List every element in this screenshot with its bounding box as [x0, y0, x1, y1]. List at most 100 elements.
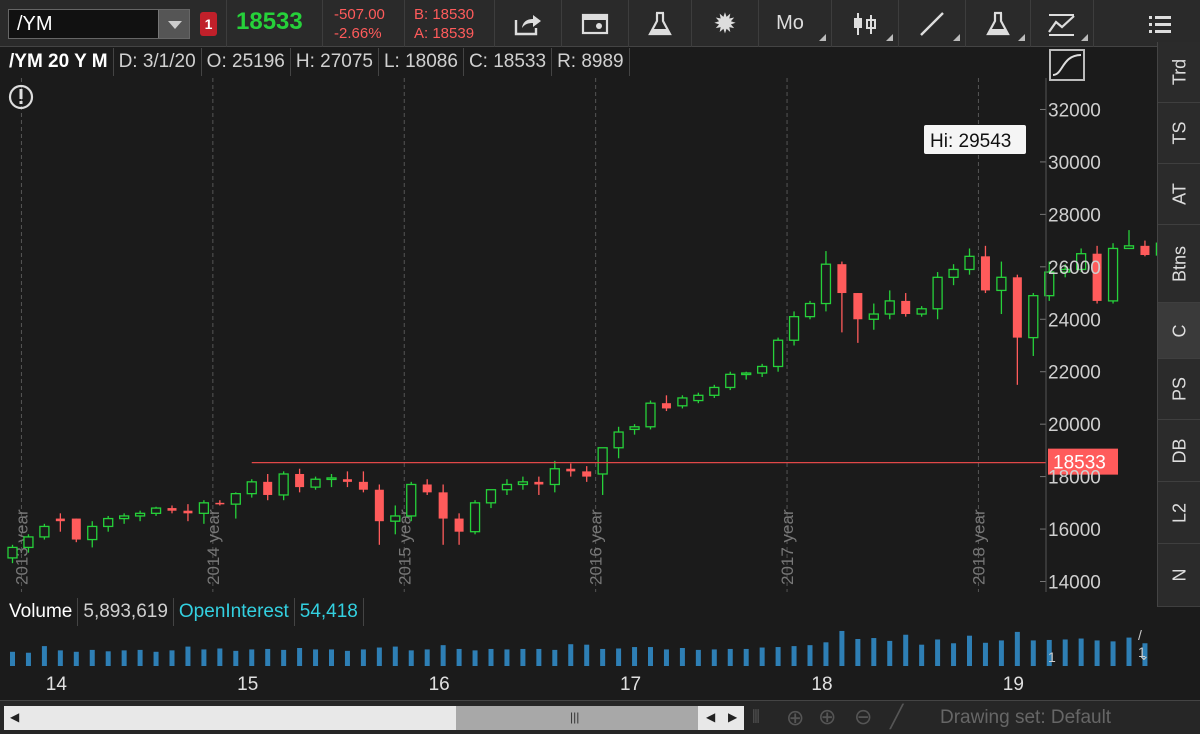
y-tick-label: 22000 — [1048, 363, 1101, 384]
flask-button[interactable] — [629, 0, 691, 47]
chart-pan-icon[interactable]: ⦀ — [752, 707, 760, 727]
tab-l2[interactable]: L2 — [1158, 482, 1200, 544]
zoom-in-icon[interactable]: ⊕ — [818, 704, 837, 729]
patterns-button[interactable] — [1031, 0, 1093, 47]
volume-bar — [344, 650, 350, 666]
y-tick-label: 32000 — [1048, 100, 1101, 121]
alert-info-icon[interactable] — [8, 84, 34, 110]
candle-body — [517, 481, 529, 486]
ask-price: A: 18539 — [414, 25, 475, 42]
scroll-thumb[interactable]: ||| — [456, 706, 698, 730]
drawing-set-label[interactable]: Drawing set: Default — [940, 707, 1112, 728]
period-selector[interactable]: Mo — [759, 0, 831, 47]
volume-bar — [233, 650, 239, 666]
candle-body — [582, 471, 592, 477]
candle-body — [390, 515, 401, 522]
collapse-chevron-icon[interactable]: ⌄ — [1138, 647, 1150, 663]
candle-body — [485, 489, 497, 504]
menu-button[interactable] — [1130, 0, 1190, 47]
candle-body — [438, 492, 448, 519]
y-tick-label: 28000 — [1048, 205, 1101, 226]
price-chart[interactable]: 2013 year 2014 year 2015 year 2016 year 2017… — [0, 0, 1157, 700]
share-button[interactable] — [495, 0, 561, 47]
tab-label: AT — [1169, 183, 1189, 205]
toolbar-divider — [628, 0, 629, 47]
candle-body — [645, 402, 656, 428]
zoom-out-icon[interactable]: ⊖ — [854, 704, 873, 729]
candle-body — [87, 525, 98, 541]
candle-body — [901, 300, 911, 315]
flag-button[interactable] — [562, 0, 628, 47]
volume-bar — [504, 649, 510, 666]
candle-body — [725, 373, 736, 389]
toolbar-divider — [691, 0, 692, 47]
drawing-button[interactable] — [899, 0, 965, 47]
volume-bar — [105, 651, 111, 666]
studies-button[interactable] — [966, 0, 1030, 47]
volume-bar — [935, 639, 941, 666]
study-toggle-icon[interactable] — [1049, 49, 1085, 81]
horizontal-scrollbar[interactable]: ◀ ||| ◀ ▶ — [4, 706, 744, 730]
alert-badge[interactable]: 1 — [200, 12, 217, 36]
toolbar-divider — [758, 0, 759, 47]
candle-body — [948, 268, 959, 278]
tab-label: TS — [1169, 121, 1189, 145]
pct-change: -2.66% — [334, 25, 382, 42]
year-marker-label: 2016 year — [587, 509, 606, 585]
tab-trd[interactable]: Trd — [1158, 42, 1200, 103]
volume-label[interactable]: Volume — [4, 598, 79, 626]
volume-bar — [281, 649, 287, 666]
volume-bar — [727, 648, 733, 666]
candle-body — [326, 477, 337, 481]
crosshair-icon[interactable]: ⊕ — [786, 705, 805, 730]
toolbar-divider — [226, 0, 227, 47]
volume-bar — [887, 640, 893, 666]
year-marker-label: 2017 year — [778, 509, 797, 585]
symbol-dropdown-button[interactable] — [158, 10, 189, 38]
candle-body — [469, 502, 481, 533]
volume-bar — [121, 650, 127, 666]
grid — [20, 78, 979, 666]
scroll-prev-icon[interactable]: ◀ — [706, 710, 716, 724]
candle-body — [278, 473, 289, 496]
drawing-line-icon — [920, 11, 944, 36]
corner-arrow-icon — [1081, 34, 1088, 41]
volume-bar — [823, 642, 829, 666]
tab-n[interactable]: N — [1158, 544, 1200, 607]
header-range: R: 8989 — [552, 48, 630, 76]
candle-body — [71, 518, 81, 540]
tab-at[interactable]: AT — [1158, 164, 1200, 225]
volume-bar — [584, 644, 590, 666]
tab-c[interactable]: C — [1158, 303, 1200, 359]
gear-icon: ✹ — [713, 8, 737, 39]
chart-title[interactable]: /YM 20 Y M — [4, 48, 114, 76]
volume-bar — [1030, 640, 1036, 666]
chart-style-button[interactable] — [832, 0, 898, 47]
candle-body — [295, 473, 305, 488]
scroll-left-icon[interactable]: ◀ — [10, 710, 20, 724]
price-lines: 18533 — [251, 448, 1118, 475]
scroll-next-icon[interactable]: ▶ — [728, 710, 738, 724]
tab-ts[interactable]: TS — [1158, 103, 1200, 164]
toolbar-divider — [404, 0, 405, 47]
toolbar-divider — [322, 0, 323, 47]
toolbar-divider — [898, 0, 899, 47]
draw-line-icon[interactable]: ╱ — [890, 704, 904, 729]
flag-icon — [581, 13, 609, 34]
open-interest-label[interactable]: OpenInterest — [174, 598, 295, 626]
candle-body — [406, 483, 417, 517]
tab-db[interactable]: DB — [1158, 420, 1200, 482]
pattern-icon — [1048, 13, 1075, 36]
volume-bar — [951, 643, 957, 666]
flask-icon — [648, 11, 672, 35]
tab-btns[interactable]: Btns — [1158, 225, 1200, 303]
settings-button[interactable]: ✹ — [692, 0, 758, 47]
y-tick-label: 18000 — [1048, 468, 1101, 489]
tab-ps[interactable]: PS — [1158, 359, 1200, 420]
volume-bar — [472, 650, 478, 666]
bottom-bar: ◀ ||| ◀ ▶ ⦀ ⊕ ⊕ ⊖ ╱ Drawing set: Default — [0, 700, 1200, 734]
hi-annotation: Hi: 29543 — [924, 125, 1026, 154]
volume-bar — [919, 644, 925, 666]
volume-bar — [73, 651, 79, 666]
volume-bar — [25, 652, 31, 666]
